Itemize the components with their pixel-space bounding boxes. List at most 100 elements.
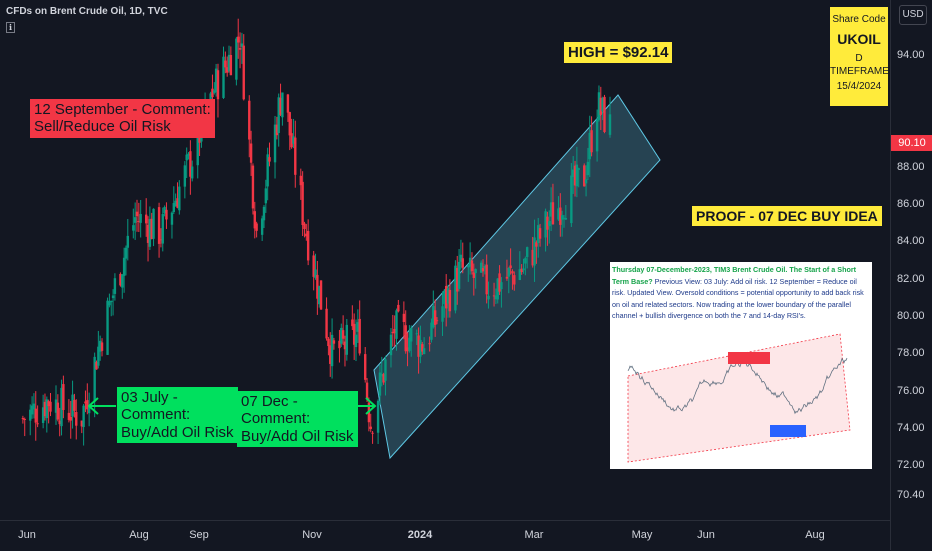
candle-body xyxy=(113,278,117,294)
candle-body xyxy=(305,233,308,237)
x-tick-label: Jun xyxy=(18,529,36,541)
proof-body: Previous View: 03 July: Add oil risk. 12… xyxy=(612,276,864,321)
candle-body xyxy=(571,169,575,177)
candle-body xyxy=(575,164,579,187)
candle-body xyxy=(559,207,562,225)
candle-body xyxy=(535,242,538,247)
candle-body xyxy=(327,338,330,347)
candle-body xyxy=(30,405,34,415)
indicator-icon[interactable]: ℹ xyxy=(6,22,16,33)
candle-body xyxy=(264,188,268,204)
x-tick-label: Sep xyxy=(189,529,209,541)
symbol-title[interactable]: CFDs on Brent Crude Oil, 1D, TVC xyxy=(6,6,168,17)
candle-body xyxy=(446,288,450,304)
candle-body xyxy=(417,335,420,357)
candle-body xyxy=(23,418,26,420)
candle-body xyxy=(122,257,126,276)
currency-button[interactable]: USD xyxy=(899,5,927,25)
candle-body xyxy=(139,214,142,223)
y-tick-label: 74.00 xyxy=(897,422,925,434)
candle-body xyxy=(56,402,60,420)
candle-body xyxy=(479,262,483,273)
candle-body xyxy=(111,295,115,299)
candle-body xyxy=(485,264,488,295)
candle-body xyxy=(316,274,319,299)
candle-body xyxy=(294,137,297,175)
candle-body xyxy=(583,165,586,187)
candle-body xyxy=(402,313,406,322)
candle-body xyxy=(378,372,382,396)
candle-body xyxy=(32,403,36,410)
candle-body xyxy=(432,305,435,328)
candle-body xyxy=(172,203,176,213)
candle-body xyxy=(187,153,190,156)
candle-body xyxy=(137,221,141,223)
candle-body xyxy=(41,407,45,424)
candle-body xyxy=(393,328,396,334)
chart-area[interactable]: CFDs on Brent Crude Oil, 1D, TVC ℹ 12 Se… xyxy=(0,0,890,520)
candle-body xyxy=(483,266,487,269)
candle-body xyxy=(174,200,177,207)
candle-body xyxy=(608,114,612,135)
candle-body xyxy=(586,161,590,176)
candle-body xyxy=(601,97,604,112)
candle-body xyxy=(106,300,109,355)
sept-comment-line1: 12 September - Comment: xyxy=(34,101,211,118)
candle-body xyxy=(62,384,65,410)
candle-body xyxy=(421,344,424,352)
july-comment-box: 03 July - Comment: Buy/Add Oil Risk xyxy=(117,387,238,443)
candle-body xyxy=(170,212,174,225)
candle-body xyxy=(356,322,360,332)
candle-body xyxy=(549,202,553,217)
candle-body xyxy=(222,56,225,98)
candle-body xyxy=(279,97,282,115)
candle-body xyxy=(496,278,499,300)
candlestick-chart[interactable] xyxy=(0,0,890,520)
x-tick-label: Aug xyxy=(129,529,149,541)
x-tick-label: 2024 xyxy=(407,529,433,541)
share-code-box: Share Code UKOIL D TIMEFRAME 15/4/2024 xyxy=(830,7,889,106)
candle-body xyxy=(21,417,25,420)
candle-body xyxy=(376,400,380,433)
candle-body xyxy=(49,401,52,412)
candle-body xyxy=(100,342,104,351)
dec-comment-box: 07 Dec - Comment: Buy/Add Oil Risk xyxy=(237,391,358,447)
candle-body xyxy=(196,122,199,166)
candle-body xyxy=(314,269,317,279)
time-axis[interactable]: Jun Aug Sep Nov 2024 Mar May Jun Aug xyxy=(0,520,890,551)
sept-comment-box: 12 September - Comment: Sell/Reduce Oil … xyxy=(30,99,215,138)
price-axis[interactable]: USD 94.00 88.00 86.00 84.00 82.00 80.00 78.00 7… xyxy=(890,0,932,550)
candle-body xyxy=(132,225,135,231)
candle-body xyxy=(397,304,400,312)
candle-body xyxy=(93,356,96,402)
candle-body xyxy=(533,237,536,266)
candle-body xyxy=(75,412,78,426)
proof-mini-chart xyxy=(627,333,851,463)
candle-body xyxy=(95,362,98,370)
candle-body xyxy=(505,276,509,279)
candle-body xyxy=(364,354,367,380)
candle-body xyxy=(538,228,542,239)
x-tick-label: Nov xyxy=(302,529,322,541)
candle-body xyxy=(419,339,422,357)
candle-body xyxy=(511,271,514,274)
candle-body xyxy=(277,97,280,134)
high-label: HIGH = $92.14 xyxy=(564,42,673,64)
candle-body xyxy=(410,327,413,342)
y-tick-label: 86.00 xyxy=(897,198,925,210)
candle-body xyxy=(211,88,214,98)
candle-body xyxy=(161,214,164,244)
candle-body xyxy=(448,289,452,312)
candle-body xyxy=(268,157,271,162)
candle-body xyxy=(573,165,577,186)
candle-body xyxy=(341,330,345,339)
x-tick-label: Aug xyxy=(805,529,825,541)
proof-text: Thursday 07-December-2023, TIM3 Brent Cr… xyxy=(612,264,870,322)
y-tick-label: 80.00 xyxy=(897,310,925,322)
candle-body xyxy=(178,186,181,211)
candle-body xyxy=(330,334,334,367)
july-comment-line2: Comment: xyxy=(121,406,191,424)
candle-body xyxy=(290,133,293,148)
candle-body xyxy=(551,202,555,225)
y-tick-label: 84.00 xyxy=(897,235,925,248)
